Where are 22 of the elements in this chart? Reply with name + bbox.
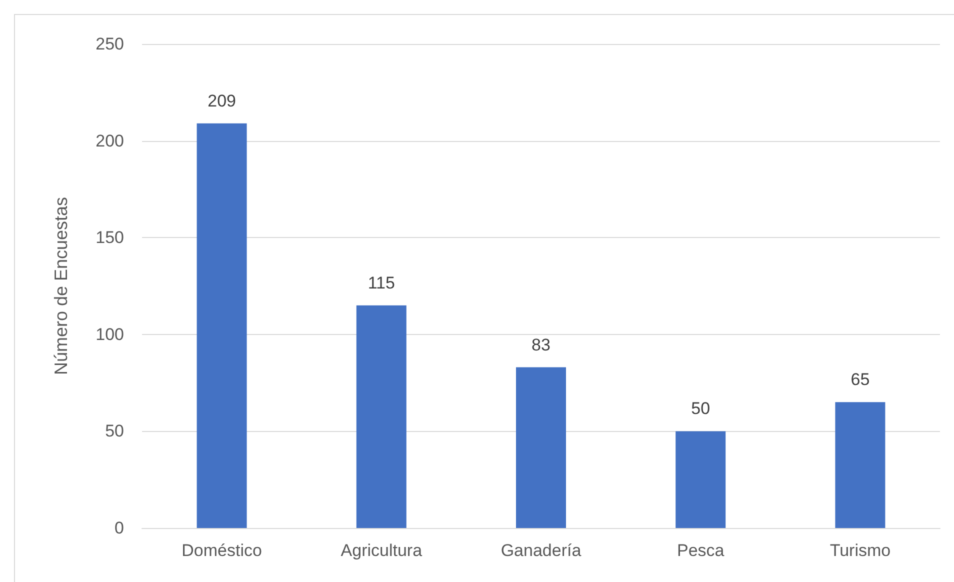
bar — [835, 402, 886, 528]
bar — [676, 431, 726, 528]
bar — [516, 367, 566, 528]
data-label: 65 — [850, 370, 870, 390]
data-label: 50 — [691, 399, 710, 418]
data-label: 209 — [208, 91, 236, 110]
y-tick-label: 200 — [96, 131, 124, 150]
y-axis-title: Número de Encuestas — [51, 196, 71, 376]
data-label: 115 — [368, 273, 395, 292]
x-tick-label: Agricultura — [340, 541, 423, 560]
bar — [196, 123, 247, 528]
data-label: 83 — [532, 335, 550, 354]
x-tick-label: Ganadería — [500, 541, 582, 560]
y-tick-label: 100 — [96, 324, 124, 344]
x-tick-label: Pesca — [676, 541, 725, 560]
bar — [356, 305, 406, 528]
x-tick-label: Turismo — [830, 541, 891, 560]
y-tick-label: 250 — [96, 34, 124, 54]
y-tick-label: 150 — [96, 228, 124, 248]
x-tick-label: Doméstico — [182, 541, 262, 560]
y-tick-label: 50 — [105, 422, 124, 441]
y-tick-label: 0 — [114, 518, 124, 538]
